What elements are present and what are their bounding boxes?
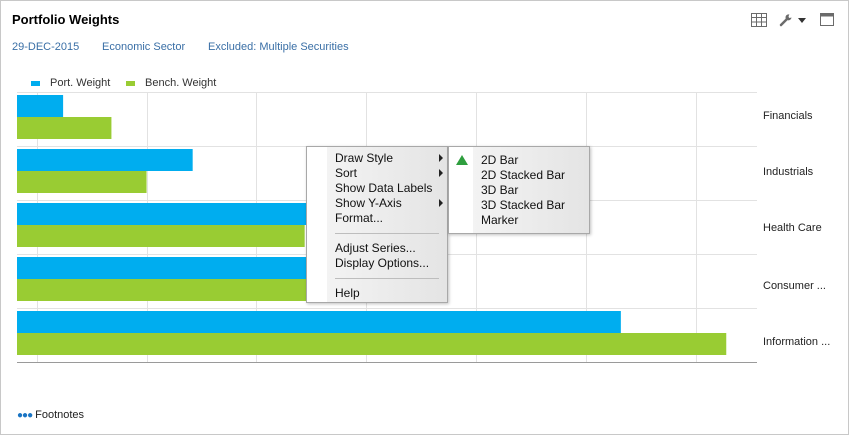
category-label-industrials: Industrials [763, 166, 814, 178]
bar-bench-4 [17, 333, 727, 355]
footnotes-dots-icon: ●●● [17, 410, 33, 421]
submenu-arrow-icon [439, 199, 443, 207]
menu-item-help[interactable]: Help [335, 286, 360, 300]
grouping-link[interactable]: Economic Sector [102, 41, 186, 53]
legend-label-bench: Bench. Weight [145, 77, 217, 89]
bar-port-1 [17, 149, 193, 171]
submenu-item-3d-stacked-bar[interactable]: 3D Stacked Bar [481, 198, 566, 212]
bar-bench-0 [17, 117, 112, 139]
context-menu: Draw Style Sort Show Data Labels Show Y-… [306, 146, 448, 303]
footnotes-link[interactable]: ●●● Footnotes [17, 409, 84, 421]
draw-style-submenu: 2D Bar 2D Stacked Bar 3D Bar 3D Stacked … [448, 146, 590, 234]
bar-port-4 [17, 311, 621, 333]
menu-item-format[interactable]: Format... [335, 211, 384, 225]
submenu-item-2d-bar[interactable]: 2D Bar [481, 153, 519, 167]
excluded-link[interactable]: Excluded: Multiple Securities [208, 41, 349, 53]
legend-label-port: Port. Weight [50, 77, 111, 89]
bar-port-2 [17, 203, 342, 225]
menu-separator [335, 278, 439, 279]
legend-swatch-port [31, 80, 40, 86]
menu-item-sort[interactable]: Sort [335, 166, 358, 180]
legend-swatch-bench [126, 80, 135, 86]
menu-item-show-data-labels[interactable]: Show Data Labels [335, 181, 433, 195]
bar-chart: 5101520253035 [17, 92, 757, 363]
selected-triangle-icon [456, 155, 468, 165]
date-link[interactable]: 29-DEC-2015 [12, 41, 80, 53]
legend-port-weight: Port. Weight [31, 77, 110, 89]
menu-item-draw-style[interactable]: Draw Style [335, 151, 394, 165]
maximize-icon[interactable] [820, 13, 834, 26]
submenu-arrow-icon [439, 154, 443, 162]
bar-bench-2 [17, 225, 305, 247]
category-label-health-care: Health Care [763, 222, 822, 234]
footnotes-label: Footnotes [35, 409, 85, 421]
submenu-arrow-icon [439, 169, 443, 177]
panel-title: Portfolio Weights [12, 12, 120, 27]
dropdown-caret-icon[interactable] [798, 18, 807, 24]
category-label-financials: Financials [763, 110, 813, 122]
submenu-item-3d-bar[interactable]: 3D Bar [481, 183, 519, 197]
menu-item-adjust-series[interactable]: Adjust Series... [335, 241, 416, 255]
category-label-consumer: Consumer ... [763, 280, 826, 292]
wrench-icon[interactable] [779, 13, 793, 27]
submenu-item-2d-stacked-bar[interactable]: 2D Stacked Bar [481, 168, 566, 182]
bar-port-0 [17, 95, 64, 117]
bar-bench-3 [17, 279, 367, 301]
legend-bench-weight: Bench. Weight [126, 77, 216, 89]
category-label-information: Information ... [763, 336, 831, 348]
bar-bench-1 [17, 171, 147, 193]
menu-item-display-options[interactable]: Display Options... [335, 256, 430, 270]
menu-item-show-y-axis[interactable]: Show Y-Axis [335, 196, 402, 210]
grid-icon[interactable] [751, 13, 767, 27]
menu-separator [335, 233, 439, 234]
submenu-item-marker[interactable]: Marker [481, 213, 519, 227]
bar-port-3 [17, 257, 314, 279]
